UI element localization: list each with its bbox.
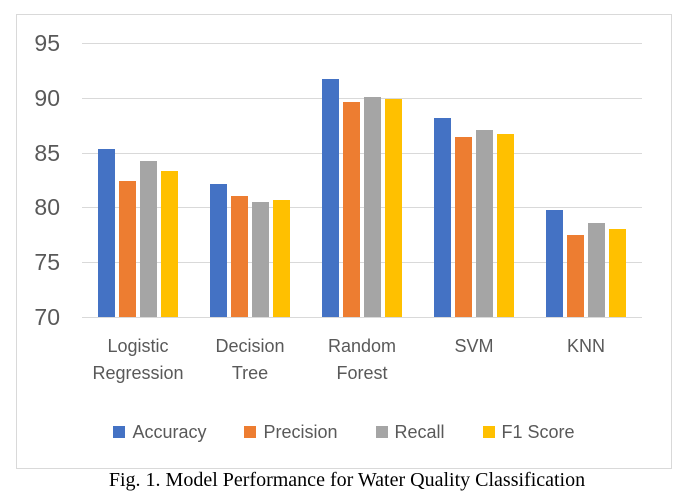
gridline-95 bbox=[82, 43, 642, 44]
y-tick-label-95: 95 bbox=[34, 30, 60, 56]
bar-f1-score-decision-tree bbox=[273, 200, 290, 317]
gridline-90 bbox=[82, 98, 642, 99]
legend-item-accuracy: Accuracy bbox=[113, 422, 206, 443]
legend-item-precision: Precision bbox=[244, 421, 338, 443]
gridline-85 bbox=[82, 153, 642, 154]
bar-accuracy-knn bbox=[546, 210, 563, 317]
legend-swatch-recall bbox=[375, 426, 388, 438]
legend-swatch-f1-score bbox=[482, 426, 495, 438]
y-tick-label-85: 85 bbox=[34, 140, 60, 166]
y-tick-label-75: 75 bbox=[34, 249, 60, 275]
bar-accuracy-decision-tree bbox=[210, 184, 227, 317]
bar-precision-svm bbox=[455, 137, 472, 317]
bar-chart: Accuracy Precision Recall F1 Score 95 90 85 80… bbox=[16, 14, 672, 469]
y-tick-label-70: 70 bbox=[34, 304, 60, 330]
bar-accuracy-svm bbox=[434, 118, 451, 317]
gridline-75 bbox=[82, 262, 642, 263]
bar-f1-score-svm bbox=[497, 134, 514, 317]
figure-caption: Fig. 1. Model Performance for Water Qual… bbox=[108, 469, 586, 491]
bar-precision-decision-tree bbox=[231, 196, 248, 317]
legend-label-f1-score: F1 Score bbox=[501, 421, 575, 442]
y-tick-label-90: 90 bbox=[34, 85, 60, 111]
bar-precision-logistic-regression bbox=[119, 181, 136, 317]
bar-recall-knn bbox=[588, 223, 605, 317]
bar-precision-random-forest bbox=[343, 102, 360, 317]
bar-recall-random-forest bbox=[364, 97, 381, 317]
y-tick-label-80: 80 bbox=[34, 194, 60, 220]
legend-label-precision: Precision bbox=[263, 421, 338, 442]
gridline-80 bbox=[82, 207, 642, 208]
x-category-label-logistic-regression: Logistic Regression bbox=[92, 336, 184, 383]
legend-item-recall: Recall bbox=[375, 421, 445, 443]
legend-swatch-precision bbox=[244, 426, 257, 438]
chart-legend: Accuracy Precision Recall F1 Score bbox=[17, 419, 671, 445]
x-axis-line bbox=[82, 317, 642, 318]
bar-recall-logistic-regression bbox=[140, 161, 157, 317]
x-category-label-svm: SVM bbox=[454, 336, 494, 356]
bar-f1-score-logistic-regression bbox=[161, 171, 178, 317]
x-category-label-random-forest: Random Forest bbox=[327, 336, 397, 383]
legend-label-accuracy: Accuracy bbox=[132, 421, 207, 442]
legend-label-recall: Recall bbox=[394, 421, 445, 442]
bar-f1-score-knn bbox=[609, 229, 626, 317]
legend-swatch-accuracy bbox=[113, 426, 126, 438]
bar-precision-knn bbox=[567, 235, 584, 317]
legend-item-f1-score: F1 Score bbox=[482, 421, 575, 443]
x-category-label-decision-tree: Decision Tree bbox=[215, 336, 285, 383]
bar-accuracy-random-forest bbox=[322, 79, 339, 317]
bar-f1-score-random-forest bbox=[385, 99, 402, 317]
bar-recall-decision-tree bbox=[252, 202, 269, 317]
bar-recall-svm bbox=[476, 130, 493, 317]
x-category-label-knn: KNN bbox=[566, 336, 605, 356]
bar-accuracy-logistic-regression bbox=[98, 149, 115, 317]
